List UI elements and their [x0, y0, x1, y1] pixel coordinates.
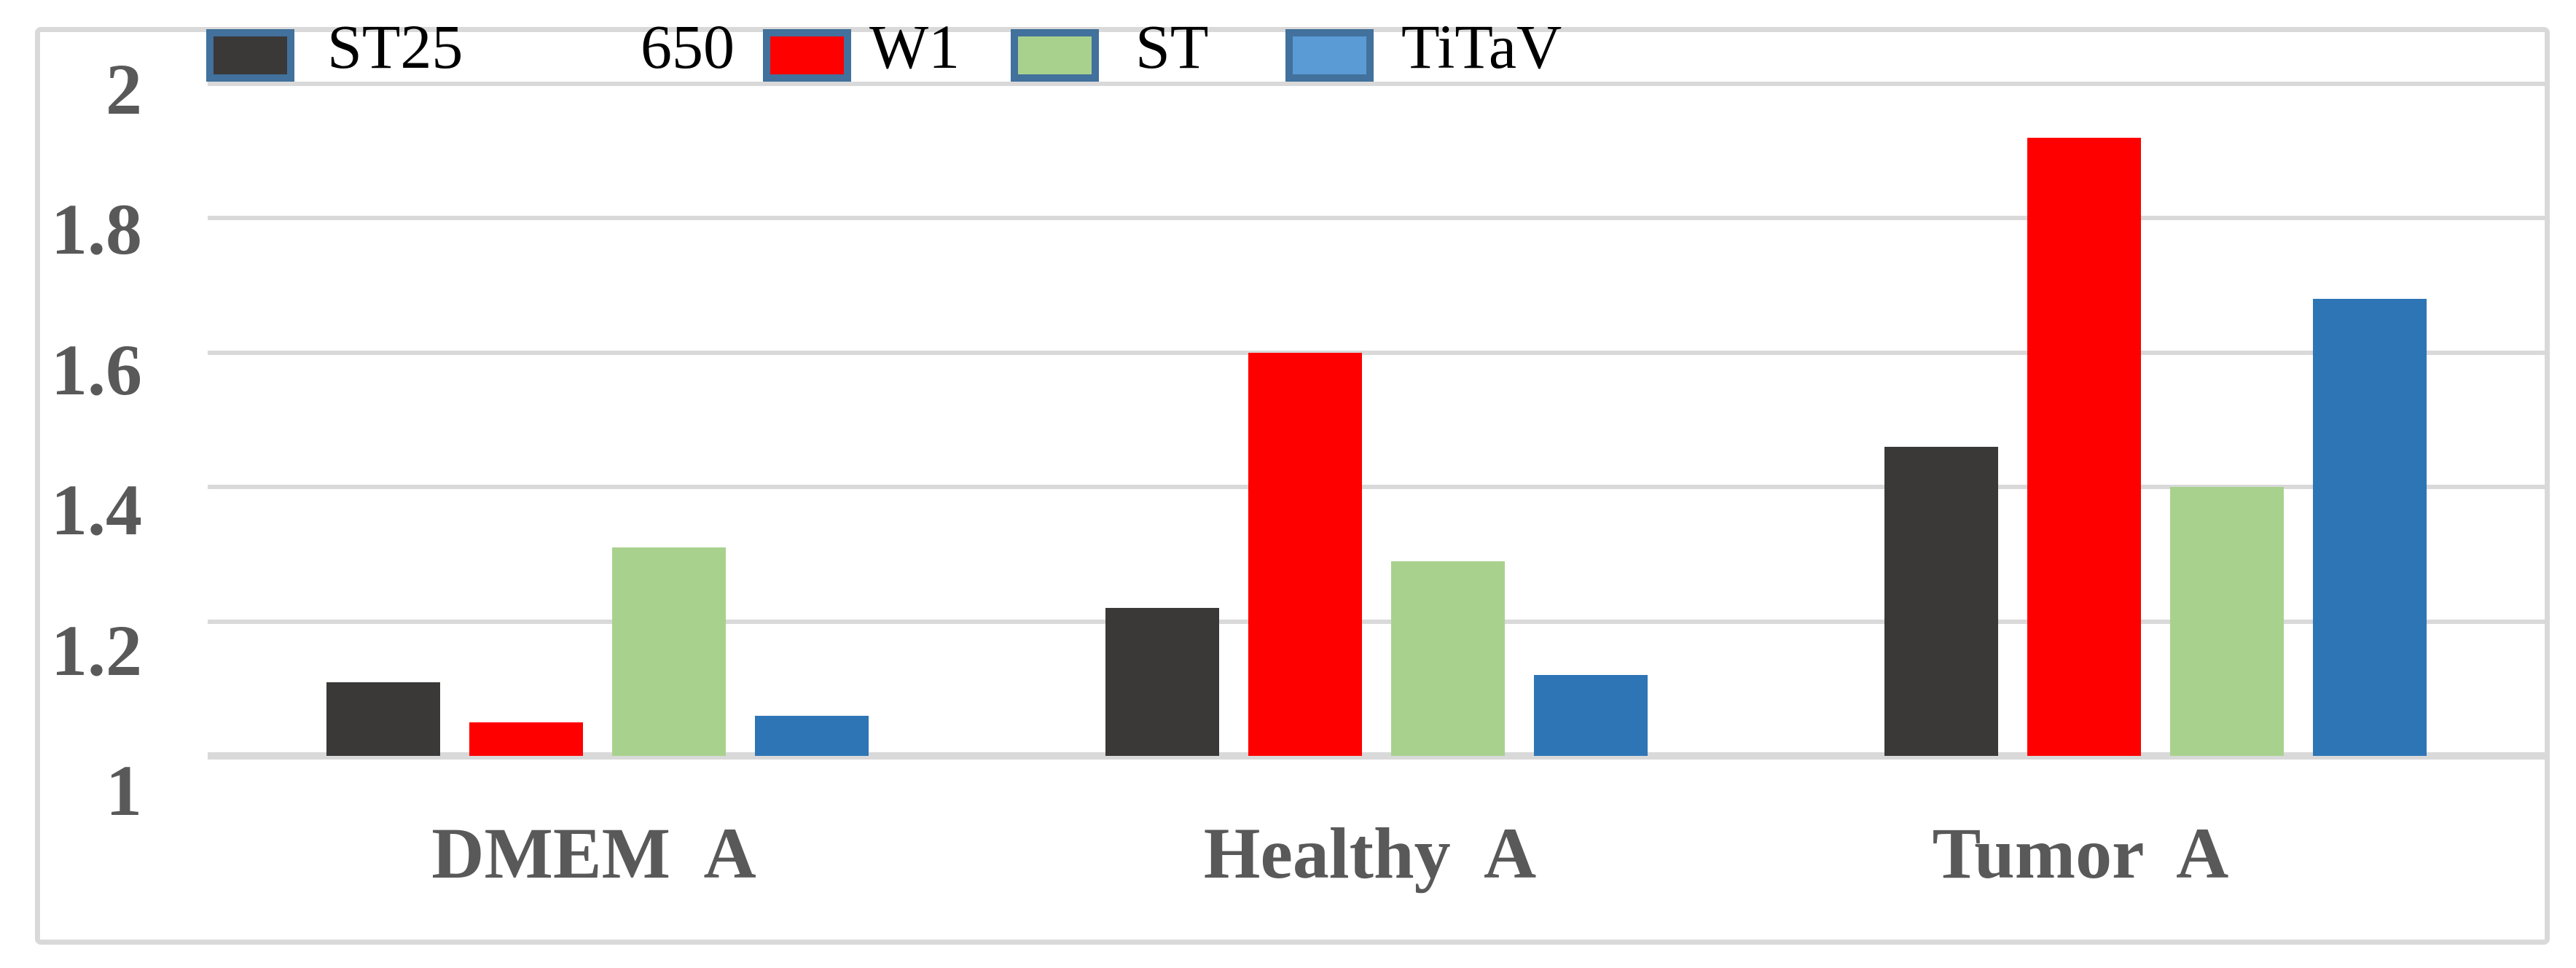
bar-ST-DMEM-A [612, 547, 726, 756]
legend-label-ST25: ST25 [327, 12, 463, 82]
y-tick-label-1.4: 1.4 [51, 469, 142, 550]
legend-swatch-ST25 [206, 29, 294, 82]
bar-W1-Healthy-A [1248, 353, 1362, 756]
legend-annotation-650: 650 [641, 12, 735, 82]
category-label-Healthy-A: Healthy A [1203, 813, 1537, 894]
legend-label-TiTaV: TiTaV [1401, 12, 1562, 82]
bar-ST-Tumor-A [2170, 487, 2284, 756]
bar-ST25-Tumor-A [1884, 447, 1998, 756]
legend-label-ST: ST [1135, 12, 1209, 82]
gridline-y-1.2 [208, 620, 2545, 624]
gridline-y-1.8 [208, 216, 2545, 220]
category-label-Tumor-A: Tumor A [1932, 813, 2229, 894]
legend-swatch-TiTaV [1285, 29, 1374, 82]
bar-TiTaV-DMEM-A [755, 716, 869, 756]
bar-TiTaV-Tumor-A [2313, 299, 2427, 756]
bar-ST25-DMEM-A [326, 682, 440, 756]
y-tick-label-2: 2 [106, 49, 142, 130]
bar-TiTaV-Healthy-A [1534, 675, 1648, 756]
y-tick-label-1: 1 [106, 750, 142, 831]
legend-swatch-W1 [763, 29, 851, 82]
bar-W1-Tumor-A [2027, 138, 2141, 756]
bar-W1-DMEM-A [469, 722, 583, 756]
gridline-y-2 [208, 82, 2545, 86]
legend-swatch-ST [1011, 29, 1099, 82]
y-tick-label-1.6: 1.6 [51, 329, 142, 410]
gridline-y-1.4 [208, 485, 2545, 489]
bar-ST25-Healthy-A [1105, 608, 1219, 756]
gridline-y-1.6 [208, 351, 2545, 355]
y-tick-label-1.8: 1.8 [51, 189, 142, 270]
category-label-DMEM-A: DMEM A [431, 813, 756, 894]
legend-label-W1: W1 [869, 12, 960, 82]
y-tick-label-1.2: 1.2 [51, 610, 142, 691]
x-axis-baseline [208, 752, 2545, 760]
bar-ST-Healthy-A [1391, 561, 1505, 756]
